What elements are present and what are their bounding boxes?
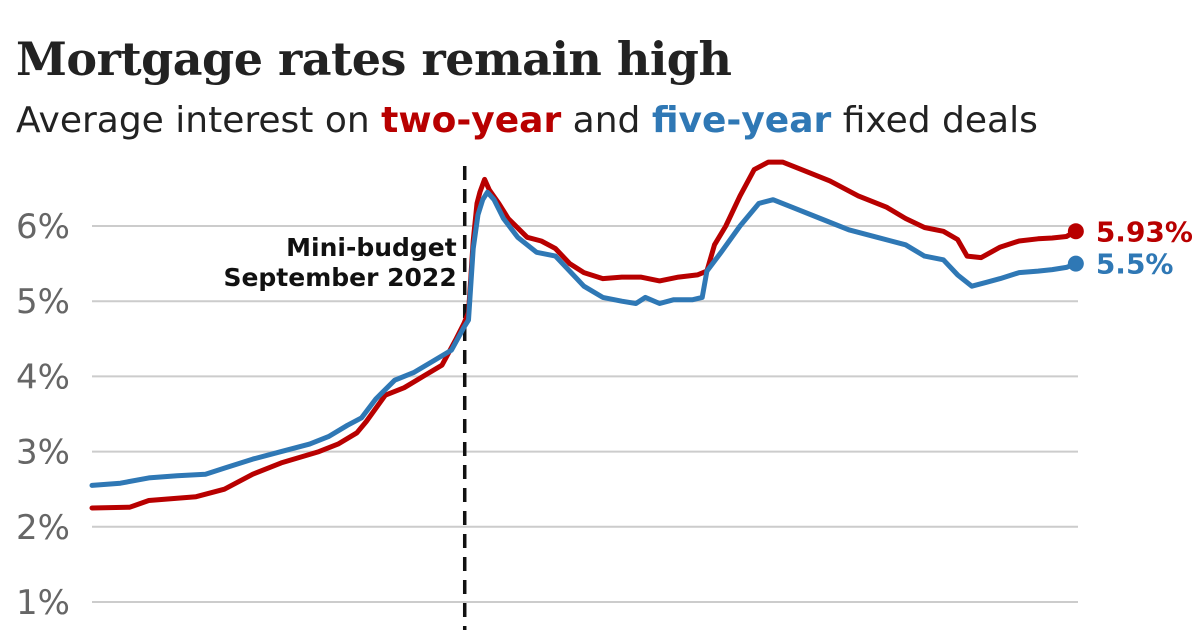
- subtitle-prefix: Average interest on: [16, 100, 382, 141]
- subtitle-two-year: two-year: [381, 100, 562, 141]
- chart-subtitle: Average interest on two-year and five-ye…: [16, 100, 1038, 141]
- annotation-label-1: Mini-budget: [286, 233, 457, 262]
- y-tick-label-5: 5%: [16, 282, 70, 322]
- five-year-end-label: 5.5%: [1096, 248, 1174, 281]
- five-year-end-marker: [1067, 255, 1084, 272]
- annotation-label-2: September 2022: [223, 263, 456, 292]
- subtitle-suffix: fixed deals: [831, 100, 1038, 141]
- two-year-line: [89, 159, 1079, 511]
- subtitle-mid: and: [561, 100, 652, 141]
- two-year-end-marker: [1067, 223, 1084, 240]
- y-tick-label-3: 3%: [16, 433, 70, 473]
- y-tick-label-2: 2%: [16, 508, 70, 548]
- chart-title: Mortgage rates remain high: [16, 32, 732, 86]
- y-tick-label-1: 1%: [16, 583, 70, 623]
- y-tick-label-4: 4%: [16, 357, 70, 397]
- two-year-end-label: 5.93%: [1096, 215, 1193, 248]
- y-tick-label-6: 6%: [16, 207, 70, 247]
- five-year-line: [89, 189, 1079, 488]
- subtitle-five-year: five-year: [651, 100, 832, 141]
